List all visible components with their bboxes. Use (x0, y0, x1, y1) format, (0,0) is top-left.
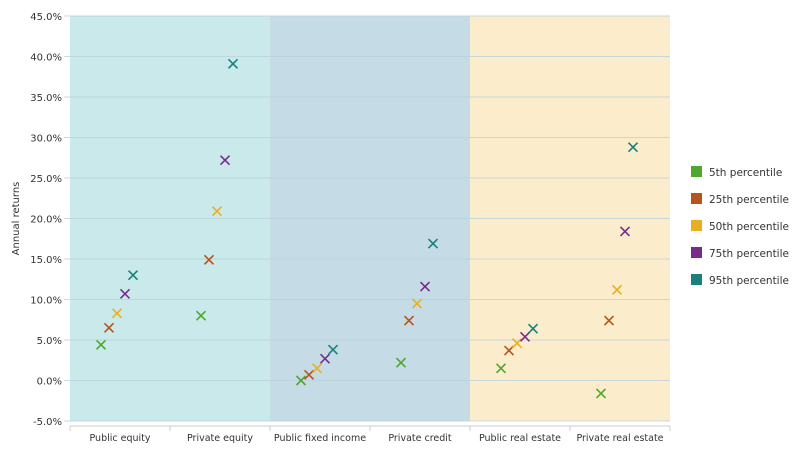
data-point-95th-percentile (127, 270, 139, 281)
y-axis-label: Annual returns (11, 182, 22, 256)
marker-stroke (603, 315, 615, 326)
marker-stroke (127, 270, 139, 281)
data-point-5th-percentile (595, 388, 607, 399)
y-tick-label: 15.0% (30, 255, 62, 266)
legend-label: 25th percentile (709, 194, 789, 206)
marker-stroke (527, 323, 539, 334)
data-point-5th-percentile (95, 339, 107, 350)
marker-stroke (411, 298, 423, 309)
data-point-95th-percentile (627, 142, 639, 153)
marker-stroke (427, 238, 439, 249)
marker-stroke (227, 58, 239, 69)
x-tick-label: Public fixed income (274, 433, 366, 444)
data-point-75th-percentile (419, 281, 431, 292)
x-tick-label: Private real estate (576, 433, 663, 444)
data-point-5th-percentile (395, 357, 407, 368)
marker-stroke (519, 331, 531, 342)
legend-swatch (691, 166, 702, 177)
data-point-25th-percentile (503, 345, 515, 356)
data-point-25th-percentile (303, 369, 315, 380)
data-point-75th-percentile (119, 288, 131, 299)
data-point-50th-percentile (611, 284, 623, 295)
data-point-50th-percentile (211, 206, 223, 217)
x-tick-label: Private credit (388, 433, 452, 444)
data-point-95th-percentile (327, 344, 339, 355)
y-tick-label: 20.0% (30, 215, 62, 226)
legend-label: 95th percentile (709, 275, 789, 287)
marker-stroke (403, 315, 415, 326)
data-point-25th-percentile (203, 254, 215, 265)
data-point-75th-percentile (619, 226, 631, 237)
data-point-5th-percentile (295, 375, 307, 386)
marker-stroke (319, 353, 331, 364)
data-point-95th-percentile (427, 238, 439, 249)
data-point-75th-percentile (219, 155, 231, 166)
data-point-25th-percentile (603, 315, 615, 326)
legend-swatch (691, 247, 702, 258)
y-tick-label: 30.0% (30, 134, 62, 145)
marker-stroke (595, 388, 607, 399)
marker-stroke (95, 339, 107, 350)
y-tick-label: 25.0% (30, 174, 62, 185)
marker-stroke (303, 369, 315, 380)
marker-stroke (419, 281, 431, 292)
legend-swatch (691, 274, 702, 285)
data-point-25th-percentile (103, 322, 115, 333)
legend-label: 5th percentile (709, 167, 782, 179)
marker-stroke (395, 357, 407, 368)
data-point-95th-percentile (227, 58, 239, 69)
marker-stroke (111, 308, 123, 319)
marker-stroke (503, 345, 515, 356)
marker-stroke (211, 206, 223, 217)
marker-stroke (103, 322, 115, 333)
y-tick-label: 45.0% (30, 12, 62, 23)
data-point-75th-percentile (319, 353, 331, 364)
x-tick-label: Public equity (89, 433, 150, 444)
y-tick-label: -5.0% (33, 417, 62, 428)
marker-stroke (611, 284, 623, 295)
marker-stroke (495, 363, 507, 374)
y-tick-label: 10.0% (30, 296, 62, 307)
legend-swatch (691, 193, 702, 204)
marker-stroke (619, 226, 631, 237)
y-tick-label: 5.0% (37, 336, 62, 347)
data-point-50th-percentile (311, 363, 323, 374)
marker-stroke (295, 375, 307, 386)
marker-stroke (311, 363, 323, 374)
legend-label: 75th percentile (709, 248, 789, 260)
marker-stroke (119, 288, 131, 299)
data-point-75th-percentile (519, 331, 531, 342)
x-tick-label: Public real estate (479, 433, 561, 444)
data-point-95th-percentile (527, 323, 539, 334)
data-point-5th-percentile (495, 363, 507, 374)
y-tick-label: 35.0% (30, 93, 62, 104)
y-tick-label: 40.0% (30, 53, 62, 64)
data-point-5th-percentile (195, 310, 207, 321)
marker-stroke (627, 142, 639, 153)
marker-stroke (219, 155, 231, 166)
data-point-50th-percentile (411, 298, 423, 309)
legend-label: 50th percentile (709, 221, 789, 233)
marker-stroke (203, 254, 215, 265)
marker-stroke (195, 310, 207, 321)
x-tick-label: Private equity (187, 433, 253, 444)
data-point-25th-percentile (403, 315, 415, 326)
marker-stroke (327, 344, 339, 355)
y-tick-label: 0.0% (37, 377, 62, 388)
data-point-50th-percentile (511, 338, 523, 349)
data-point-50th-percentile (111, 308, 123, 319)
legend-swatch (691, 220, 702, 231)
marker-stroke (511, 338, 523, 349)
